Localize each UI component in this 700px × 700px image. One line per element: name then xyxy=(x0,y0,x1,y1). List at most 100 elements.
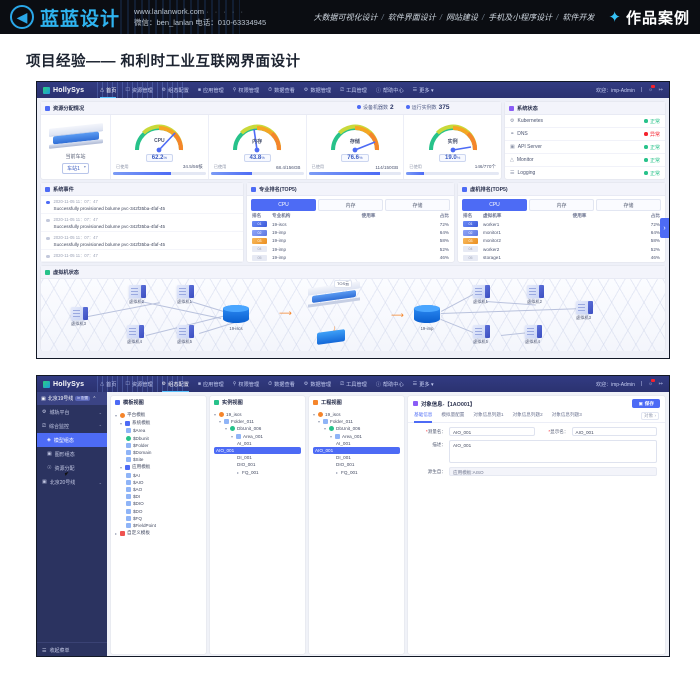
topology-node[interactable]: 虚拟机2 xyxy=(527,285,545,305)
tree-node[interactable]: ▸ FQ_001 xyxy=(214,469,301,476)
tab-object-info-3[interactable]: 对象信息列题3 xyxy=(551,412,582,417)
caret-icon[interactable]: ▸ xyxy=(336,469,339,475)
tree-node[interactable]: $DO xyxy=(115,507,202,514)
tree-node[interactable]: $AO xyxy=(115,486,202,493)
topology-node[interactable]: 虚拟机1 xyxy=(177,285,195,305)
tab-object-info-2[interactable]: 对象信息列题2 xyxy=(512,412,543,417)
tree-node[interactable]: $FQ xyxy=(115,515,202,522)
caret-icon[interactable]: ▾ xyxy=(313,412,316,418)
menu-item-app[interactable]: ■ 应用管理 xyxy=(198,381,224,388)
topology-node[interactable]: 虚拟机4 xyxy=(127,325,145,345)
tree-node[interactable]: ▸ FQ_001 xyxy=(313,469,400,476)
sidebar-item-line20[interactable]: ▣ 北京20号线 ⌄ xyxy=(37,475,107,489)
menu-item-help[interactable]: ⓘ 帮助中心 xyxy=(376,381,404,388)
sidebar-header[interactable]: ▣ 北京19号线 in 配置 ⌃ xyxy=(37,392,107,405)
menu-item-data-view[interactable]: ⏱ 数据查看 xyxy=(268,87,295,94)
sidebar-collapse-button[interactable]: ☰ 收起菜单 xyxy=(37,642,107,656)
caret-icon[interactable]: ▾ xyxy=(214,412,217,418)
topology-node[interactable]: 虚拟机1 xyxy=(473,285,491,305)
tab-basic-info[interactable]: 基础信息 xyxy=(414,412,433,423)
case-showcase-link[interactable]: ✦ 作品案例 xyxy=(608,7,690,28)
tree-node[interactable]: ▸ 自定义模板 xyxy=(115,529,202,537)
logout-icon[interactable]: ↦ xyxy=(658,381,663,387)
service-item-4[interactable]: 软件开发 xyxy=(562,12,595,22)
menu-item-permission[interactable]: ⚲ 权限管理 xyxy=(233,87,259,94)
tree-node[interactable]: $DI xyxy=(115,493,202,500)
tree-node[interactable]: $Folder xyxy=(115,442,202,449)
tree-node[interactable]: $Area xyxy=(115,427,202,434)
tree-node[interactable]: ▾ 19_iscs xyxy=(313,411,400,418)
topology-db-right[interactable]: 19-imp xyxy=(410,305,444,331)
tree-node[interactable]: ▾ 应用模板 xyxy=(115,463,202,471)
tab-storage[interactable]: 存储 xyxy=(596,199,661,211)
tab-analog-config[interactable]: 模拟量配置 xyxy=(441,412,465,417)
logout-icon[interactable]: ↦ xyxy=(658,87,663,93)
menu-item-more[interactable]: ☰ 更多 ▾ xyxy=(413,87,434,94)
menu-item-resource[interactable]: ☐ 资源管理 xyxy=(125,381,152,388)
menu-item-permission[interactable]: ⚲ 权限管理 xyxy=(233,381,259,388)
service-item-0[interactable]: 大数据可视化设计 xyxy=(313,12,378,22)
tab-memory[interactable]: 内存 xyxy=(529,199,594,211)
tree-node[interactable]: ▾ 平台模板 xyxy=(115,411,202,419)
sidebar-item-graph-config[interactable]: ▣ 图形组态 xyxy=(37,447,107,461)
tab-cpu[interactable]: CPU xyxy=(462,199,527,211)
display-name-input[interactable]: AIO_001 xyxy=(571,427,657,436)
topology-node[interactable]: 虚拟机4 xyxy=(525,325,543,345)
tree-node[interactable]: ▾ 19_iscs xyxy=(214,411,301,418)
caret-icon[interactable]: ▸ xyxy=(115,530,118,536)
menu-item-data-manage[interactable]: ⚙ 数据管理 xyxy=(304,87,331,94)
menu-item-home[interactable]: △ 首页 xyxy=(100,381,116,388)
topology-node[interactable]: 虚拟机5 xyxy=(177,325,195,345)
tree-node[interactable]: $AIO xyxy=(115,479,202,486)
tree-node[interactable]: $AI xyxy=(115,472,202,479)
tree-node[interactable]: $Site xyxy=(115,456,202,463)
tree-node[interactable]: $Dbunit xyxy=(115,435,202,442)
tree-node[interactable]: ▾ DbUnit_006 xyxy=(214,425,301,432)
tree-node[interactable]: ▾ Area_001 xyxy=(313,433,400,440)
tree-node[interactable]: $DIO xyxy=(115,500,202,507)
tabs-more-button[interactable]: 对象 › xyxy=(641,412,659,420)
tree-node[interactable]: ▾ 系统模板 xyxy=(115,419,202,427)
tree-node[interactable]: DI_001 xyxy=(214,454,301,461)
menu-item-config[interactable]: ⚙ 组态配置 xyxy=(162,87,189,94)
tree-node-selected[interactable]: AIO_001 xyxy=(313,446,400,455)
hollysys-logo[interactable]: HollySys xyxy=(43,380,84,388)
bell-icon[interactable]: ☼ xyxy=(648,379,655,387)
sidebar-item-model-config[interactable]: ◈ 模型组态 xyxy=(37,433,107,447)
topology-node[interactable]: 虚拟机3 xyxy=(576,301,594,321)
sidebar-item-monitor[interactable]: ⎚ 综合监控 ⌃ xyxy=(37,419,107,433)
menu-item-help[interactable]: ⓘ 帮助中心 xyxy=(376,87,404,94)
tree-node[interactable]: $FieldPoint xyxy=(115,522,202,529)
tree-node[interactable]: ▾ Folder_011 xyxy=(214,418,301,425)
tree-node[interactable]: ▾ DbUnit_006 xyxy=(313,425,400,432)
topology-node[interactable]: 虚拟机5 xyxy=(473,325,491,345)
caret-icon[interactable]: ▾ xyxy=(219,419,222,425)
menu-item-data-view[interactable]: ⏱ 数据查看 xyxy=(268,381,295,388)
caret-icon[interactable]: ▾ xyxy=(330,433,333,439)
description-textarea[interactable]: AIO_001 xyxy=(449,440,657,463)
caret-icon[interactable]: ▾ xyxy=(231,433,234,439)
caret-icon[interactable]: ▾ xyxy=(318,419,321,425)
topology-db-left[interactable]: 19-iscs xyxy=(219,305,253,331)
tree-node[interactable]: DIO_001 xyxy=(313,461,400,468)
tree-node[interactable]: AI_001 xyxy=(214,440,301,447)
menu-item-tools[interactable]: ⎚ 工具管理 xyxy=(340,87,367,94)
menu-item-data-manage[interactable]: ⚙ 数据管理 xyxy=(304,381,331,388)
tree-node[interactable]: AI_001 xyxy=(313,440,400,447)
sidebar-item-resource-alloc[interactable]: ☉ 资源分配 xyxy=(37,461,107,475)
topology-node[interactable]: 虚拟机2 xyxy=(129,285,147,305)
caret-icon[interactable]: ▾ xyxy=(120,464,123,470)
tree-node[interactable]: $Domain xyxy=(115,449,202,456)
menu-item-more[interactable]: ☰ 更多 ▾ xyxy=(413,381,434,388)
tree-node[interactable]: ▾ Folder_011 xyxy=(313,418,400,425)
tree-node-selected[interactable]: AIO_001 xyxy=(214,446,301,455)
cloud-node[interactable]: TOS云 xyxy=(306,280,364,308)
service-item-2[interactable]: 网站建设 xyxy=(445,12,478,22)
service-item-3[interactable]: 手机及小程序设计 xyxy=(488,12,553,22)
menu-item-resource[interactable]: ☐ 资源管理 xyxy=(125,87,152,94)
caret-icon[interactable]: ▾ xyxy=(225,426,228,432)
service-item-1[interactable]: 软件界面设计 xyxy=(387,12,436,22)
station-select[interactable]: 车站1 xyxy=(62,163,89,174)
tab-storage[interactable]: 存储 xyxy=(385,199,450,211)
brand[interactable]: ◀ 蓝蓝设计 xyxy=(10,4,120,31)
